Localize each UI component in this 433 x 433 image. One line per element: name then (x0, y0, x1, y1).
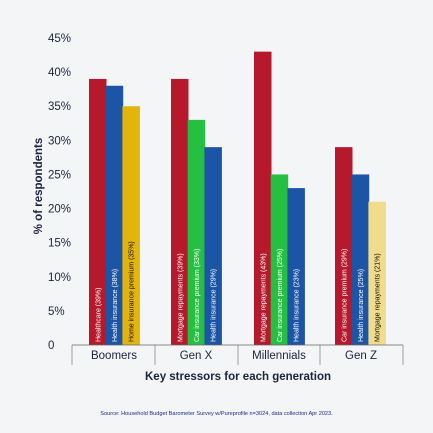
bars-layer: Healthcare (39%) Health insurance (38%) Ho… (89, 51, 386, 346)
bar (335, 147, 353, 345)
y-axis-ticks: 0 5% 10% 15% 20% 25% 30% 35% 40% 45% (48, 33, 71, 352)
bar (89, 78, 107, 345)
category-label: Gen Z (345, 350, 377, 362)
bar-data-label: Car insurance premium (33%) (194, 249, 201, 342)
bar-data-label: Healthcare (39%) (95, 288, 102, 342)
bar (351, 174, 370, 345)
bar-data-label: Health insurance (23%) (294, 269, 301, 342)
bar-data-label: Health insurance (25%) (358, 269, 365, 342)
x-axis: Boomers Gen X Millennials Gen Z (71, 344, 404, 365)
y-tick-label: 15% (48, 238, 71, 250)
bar (171, 78, 189, 345)
bar-data-label: Health insurance (29%) (211, 269, 218, 342)
y-tick-label: 45% (48, 33, 71, 45)
bar (187, 119, 206, 345)
bar-data-label: Home insurance premium (35%) (129, 241, 136, 342)
bar (254, 51, 272, 346)
bar (368, 201, 386, 345)
bar (287, 188, 305, 345)
y-axis-title: % of respondents (33, 138, 45, 234)
bar-data-label: Health insurance (38%) (112, 269, 119, 342)
y-tick-label: 5% (48, 306, 65, 318)
category-label: Boomers (91, 350, 137, 362)
bar-data-label: Mortgage repayments (39%) (177, 253, 184, 342)
y-tick-label: 10% (48, 272, 71, 284)
y-tick-label: 20% (48, 204, 71, 216)
x-axis-title: Key stressors for each generation (145, 371, 331, 383)
bar (122, 106, 140, 345)
bar (204, 147, 222, 345)
y-tick-label: 35% (48, 101, 71, 113)
bar-data-label: Car insurance premium (29%) (341, 249, 348, 342)
y-tick-label: 0 (48, 340, 54, 352)
bar (105, 85, 124, 345)
category-label: Gen X (180, 350, 213, 362)
bar-data-label: Mortgage repayments (43%) (260, 253, 267, 342)
y-tick-label: 25% (48, 169, 71, 181)
bar-data-label: Car insurance premium (25%) (277, 249, 284, 342)
category-label: Millennials (252, 350, 306, 362)
y-tick-label: 40% (48, 67, 71, 79)
source-note: Source: Household Budget Barometer Surve… (100, 411, 333, 417)
bar (270, 174, 289, 345)
y-tick-label: 30% (48, 135, 71, 147)
bar-data-label: Mortgage repayments (21%) (375, 253, 382, 342)
